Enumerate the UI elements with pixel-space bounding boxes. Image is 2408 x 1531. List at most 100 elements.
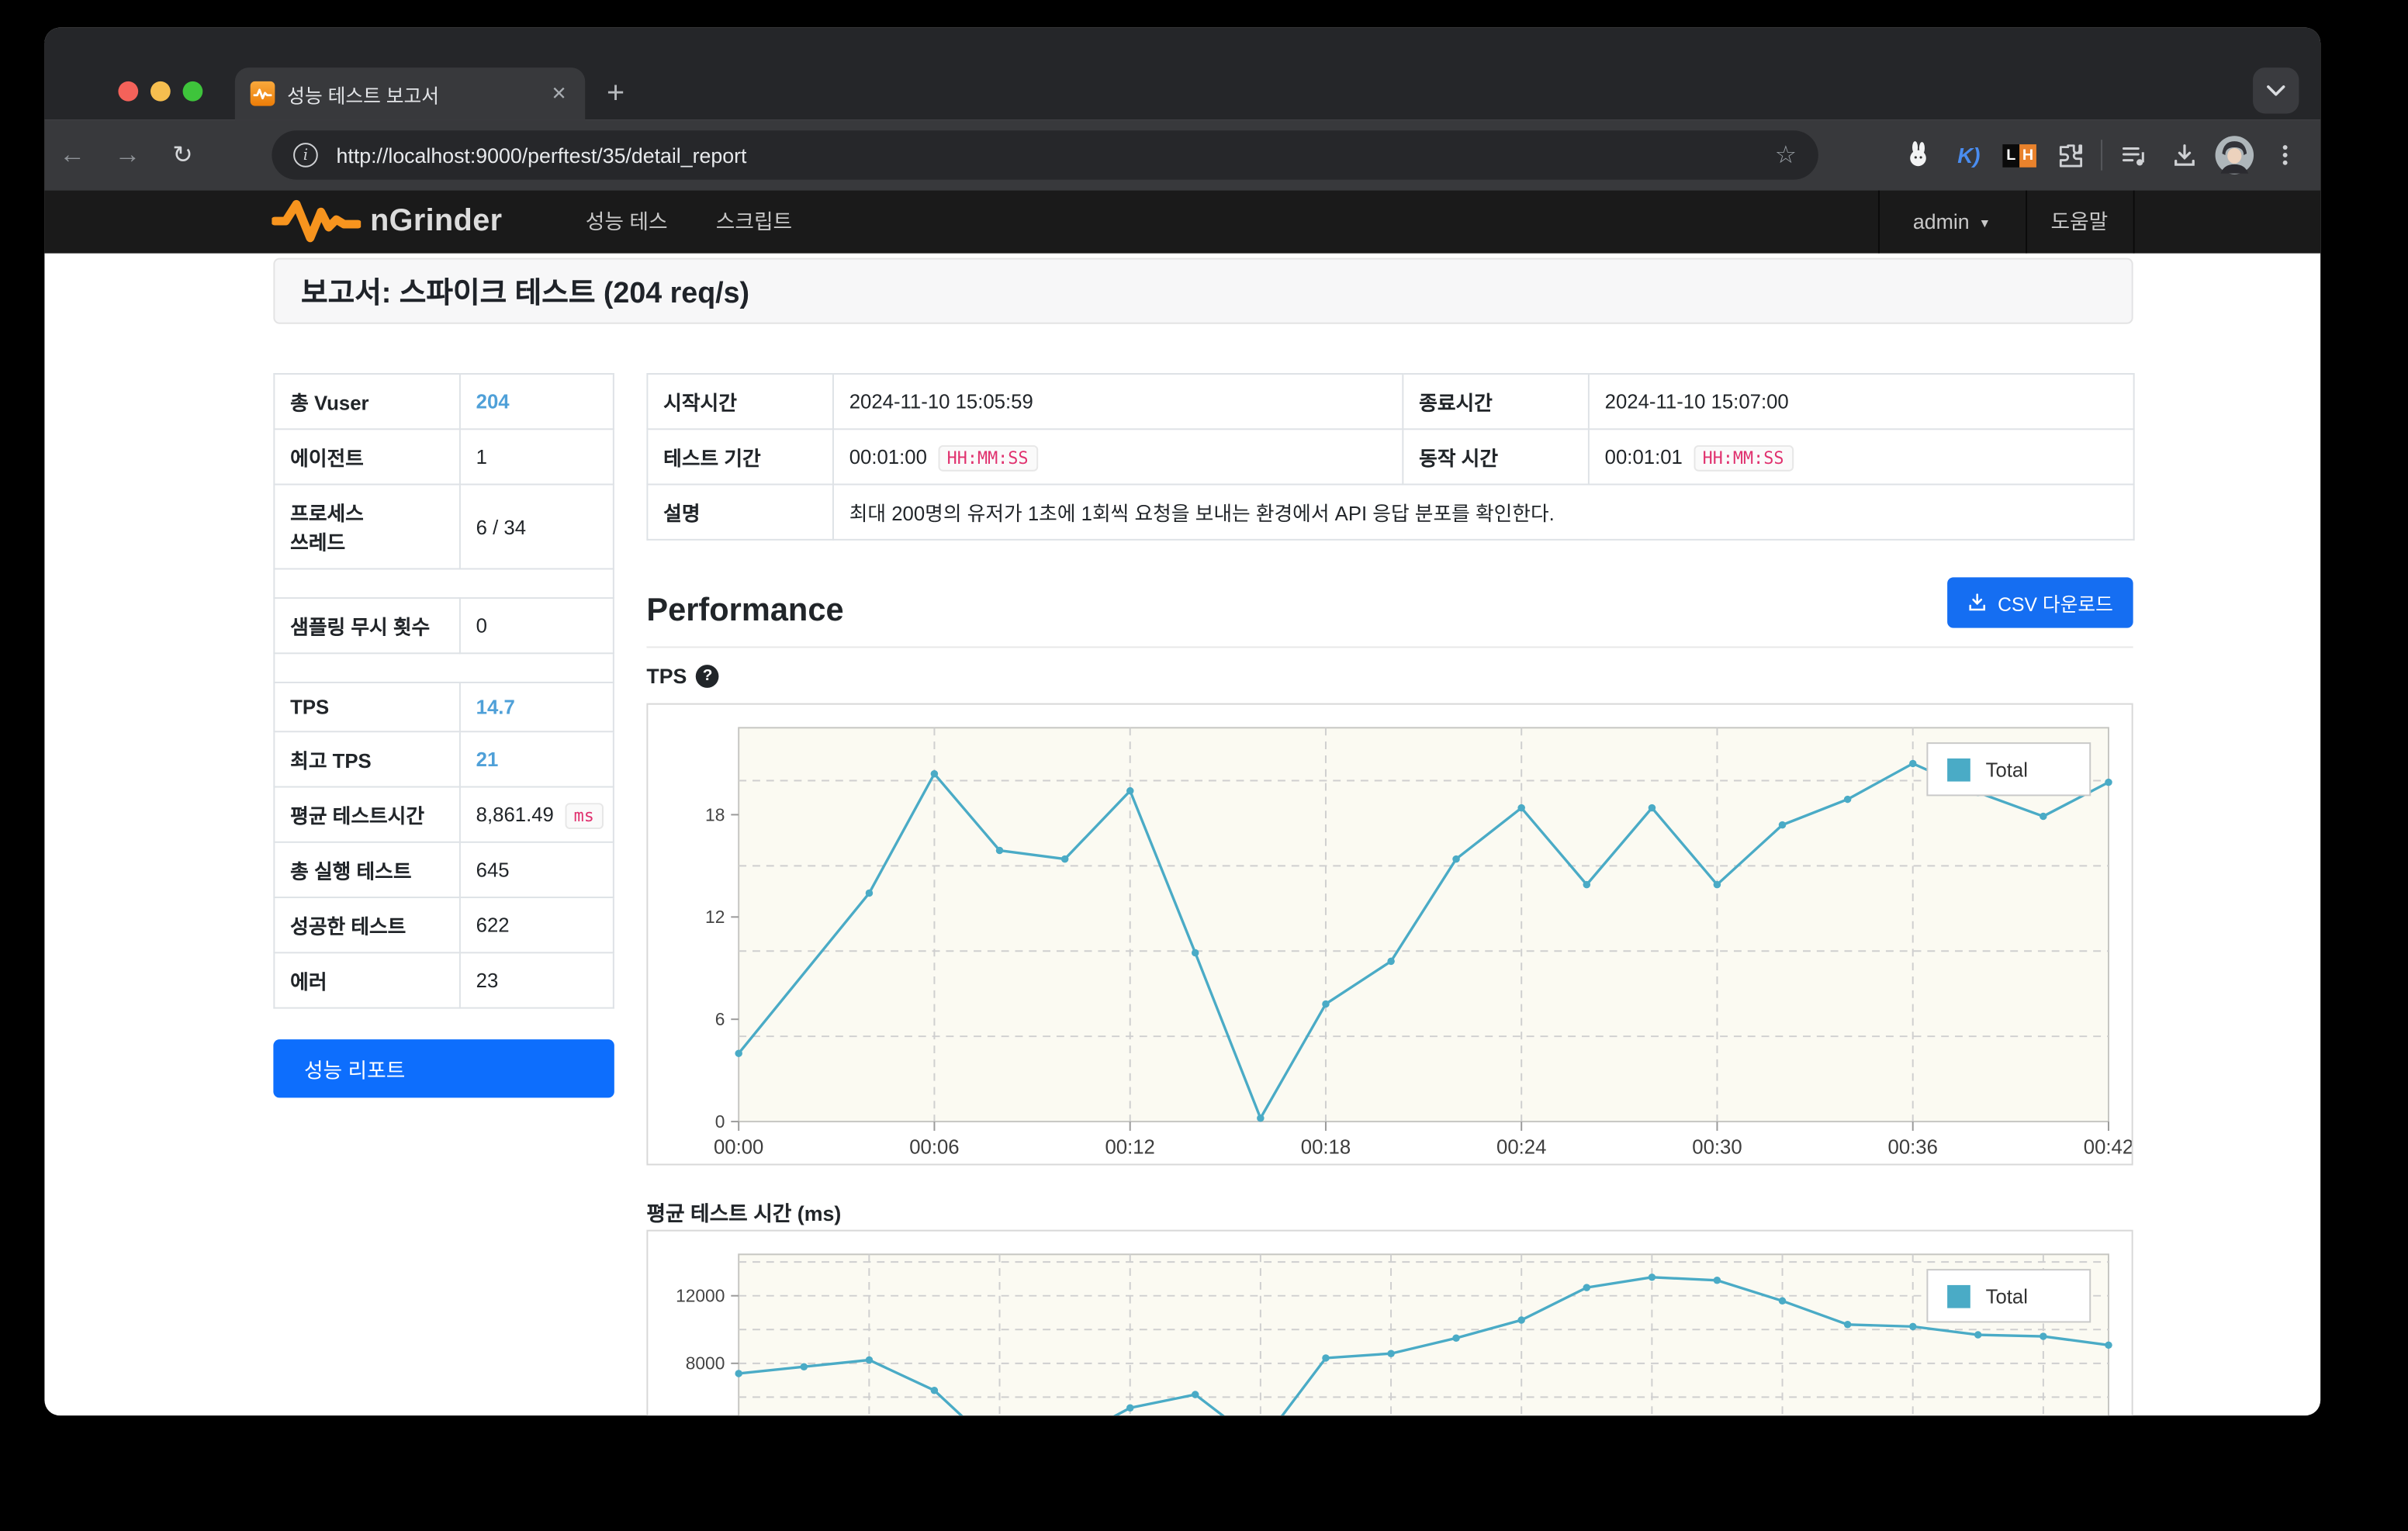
toolbar-separator bbox=[2101, 140, 2103, 171]
address-bar[interactable]: i http://localhost:9000/perftest/35/deta… bbox=[272, 130, 1818, 180]
rabbit-extension-icon[interactable] bbox=[1898, 135, 1938, 175]
stat-value: 622 bbox=[458, 897, 614, 954]
table-row: 테스트 기간 00:01:00 HH:MM:SS 동작 시간 00:01:01 HH:MM… bbox=[646, 428, 2135, 486]
reload-icon[interactable]: ↻ bbox=[172, 143, 193, 169]
chart-legend: Total bbox=[1926, 742, 2091, 797]
table-row: 에이전트 1 bbox=[273, 428, 614, 486]
ngrinder-navbar: nGrinder 성능 테스트 스크립트 admin▼ 도움말 bbox=[44, 190, 2321, 296]
stat-value: 0 bbox=[458, 597, 614, 655]
bookmark-star-icon[interactable]: ☆ bbox=[1774, 143, 1797, 169]
forward-icon[interactable]: → bbox=[114, 140, 141, 169]
unit-badge: ms bbox=[564, 803, 604, 829]
tab-title: 성능 테스트 보고서 bbox=[287, 85, 440, 107]
spacer-cell bbox=[273, 652, 614, 683]
stat-label: 최고 TPS bbox=[273, 731, 461, 788]
format-badge: HH:MM:SS bbox=[937, 445, 1038, 472]
test-info-table: 시작시간 2024-11-10 15:05:59 종료시간 2024-11-10 15… bbox=[646, 373, 2135, 541]
stat-value: 1 bbox=[458, 428, 614, 486]
stat-value: 8,861.49 ms bbox=[458, 786, 614, 843]
caret-down-icon: ▼ bbox=[1978, 216, 1991, 230]
help-icon[interactable]: ? bbox=[696, 665, 719, 688]
url-text[interactable]: http://localhost:9000/perftest/35/detail… bbox=[336, 143, 747, 167]
svg-text:00:06: 00:06 bbox=[909, 1137, 959, 1159]
nav-item-script[interactable]: 스크립트 bbox=[715, 210, 793, 233]
table-row bbox=[273, 652, 614, 683]
mean-test-time-chart-label: 평균 테스트 시간 (ms) bbox=[646, 1202, 842, 1225]
new-tab-button[interactable]: + bbox=[606, 76, 625, 111]
svg-text:00:12: 00:12 bbox=[1105, 1137, 1155, 1159]
tps-chart: 0 6 12 18 00:00 00:06 00:12 00:18 00:24 00:30 00:3… bbox=[646, 703, 2133, 1166]
ngrinder-logo[interactable]: nGrinder bbox=[272, 198, 502, 244]
tab-close-icon[interactable]: ✕ bbox=[551, 82, 567, 105]
ngrinder-favicon-icon bbox=[250, 81, 275, 106]
csv-download-button[interactable]: CSV 다운로드 bbox=[1946, 577, 2133, 628]
report-title-card: 보고서: 스파이크 테스트 (204 req/s) bbox=[273, 257, 2133, 324]
info-value: 00:01:00 HH:MM:SS bbox=[832, 428, 1404, 486]
table-row: 총 Vuser 204 bbox=[273, 373, 614, 430]
stat-value: 6 / 34 bbox=[458, 483, 614, 570]
info-label: 시작시간 bbox=[646, 373, 834, 430]
stat-label: 총 실행 테스트 bbox=[273, 841, 461, 899]
nav-item-perftest[interactable]: 성능 테스트 bbox=[585, 210, 668, 296]
stat-label: 에이전트 bbox=[273, 428, 461, 486]
svg-text:0: 0 bbox=[715, 1111, 725, 1132]
mean-test-time-chart: 8000 12000 Total bbox=[646, 1229, 2133, 1416]
back-icon[interactable]: ← bbox=[59, 140, 85, 169]
stat-label: 프로세스 쓰레드 bbox=[273, 483, 461, 570]
performance-heading: Performance bbox=[646, 593, 844, 628]
stat-label: 성공한 테스트 bbox=[273, 897, 461, 954]
svg-text:00:18: 00:18 bbox=[1301, 1137, 1351, 1159]
table-row: 총 실행 테스트 645 bbox=[273, 841, 614, 899]
svg-text:00:36: 00:36 bbox=[1888, 1137, 1938, 1159]
close-window-button[interactable] bbox=[118, 81, 139, 102]
waveform-logo-icon bbox=[272, 199, 362, 243]
site-info-icon[interactable]: i bbox=[293, 143, 318, 168]
stat-value: 23 bbox=[458, 952, 614, 1009]
download-icon bbox=[1969, 593, 1985, 611]
svg-text:12000: 12000 bbox=[676, 1286, 725, 1306]
navbar-separator bbox=[2026, 190, 2028, 254]
info-value: 2024-11-10 15:07:00 bbox=[1587, 373, 2135, 430]
downloads-icon[interactable] bbox=[2164, 135, 2203, 175]
browser-window: 성능 테스트 보고서 ✕ + ← → ↻ i http://localhost:… bbox=[44, 27, 2321, 1416]
stat-label: 샘플링 무시 횟수 bbox=[273, 597, 461, 655]
admin-dropdown[interactable]: admin ▼ bbox=[1878, 190, 2026, 253]
browser-menu-kebab-icon[interactable] bbox=[2265, 135, 2305, 175]
table-row: 에러 23 bbox=[273, 952, 614, 1009]
table-row: TPS 14.7 bbox=[273, 681, 614, 733]
info-label: 동작 시간 bbox=[1402, 428, 1590, 486]
kite-extension-icon[interactable]: K) bbox=[1957, 143, 1981, 168]
svg-text:00:24: 00:24 bbox=[1496, 1137, 1546, 1159]
stat-label: 총 Vuser bbox=[273, 373, 461, 430]
minimize-window-button[interactable] bbox=[150, 81, 171, 102]
info-label: 설명 bbox=[646, 483, 834, 541]
svg-text:00:42: 00:42 bbox=[2084, 1137, 2132, 1159]
table-row: 성공한 테스트 622 bbox=[273, 897, 614, 954]
performance-report-button[interactable]: 성능 리포트 bbox=[273, 1039, 614, 1098]
stat-label: 평균 테스트시간 bbox=[273, 786, 461, 843]
tps-chart-label: TPS ? bbox=[646, 665, 719, 688]
info-value: 00:01:01 HH:MM:SS bbox=[1587, 428, 2135, 486]
media-queue-icon[interactable] bbox=[2113, 135, 2153, 175]
svg-text:Total: Total bbox=[1986, 760, 2028, 782]
format-badge: HH:MM:SS bbox=[1693, 445, 1794, 472]
table-row: 최고 TPS 21 bbox=[273, 731, 614, 788]
info-label: 테스트 기간 bbox=[646, 428, 834, 486]
nav-item-help[interactable]: 도움말 bbox=[2050, 210, 2109, 233]
info-value: 최대 200명의 유저가 1초에 1회씩 요청을 보내는 환경에서 API 응답… bbox=[832, 483, 2135, 541]
table-row: 평균 테스트시간 8,861.49 ms bbox=[273, 786, 614, 843]
navbar-separator bbox=[2133, 190, 2135, 254]
puzzle-extensions-icon[interactable] bbox=[2050, 135, 2090, 175]
info-label: 종료시간 bbox=[1402, 373, 1590, 430]
chevron-down-icon[interactable] bbox=[2253, 67, 2299, 114]
profile-avatar[interactable] bbox=[2215, 135, 2254, 175]
browser-toolbar: ← → ↻ i http://localhost:9000/perftest/3… bbox=[44, 119, 2321, 191]
browser-tab[interactable]: 성능 테스트 보고서 ✕ bbox=[234, 67, 586, 120]
zoom-window-button[interactable] bbox=[182, 81, 203, 102]
table-row: 샘플링 무시 횟수 0 bbox=[273, 597, 614, 655]
stat-label: TPS bbox=[273, 681, 461, 733]
stat-value: 645 bbox=[458, 841, 614, 899]
